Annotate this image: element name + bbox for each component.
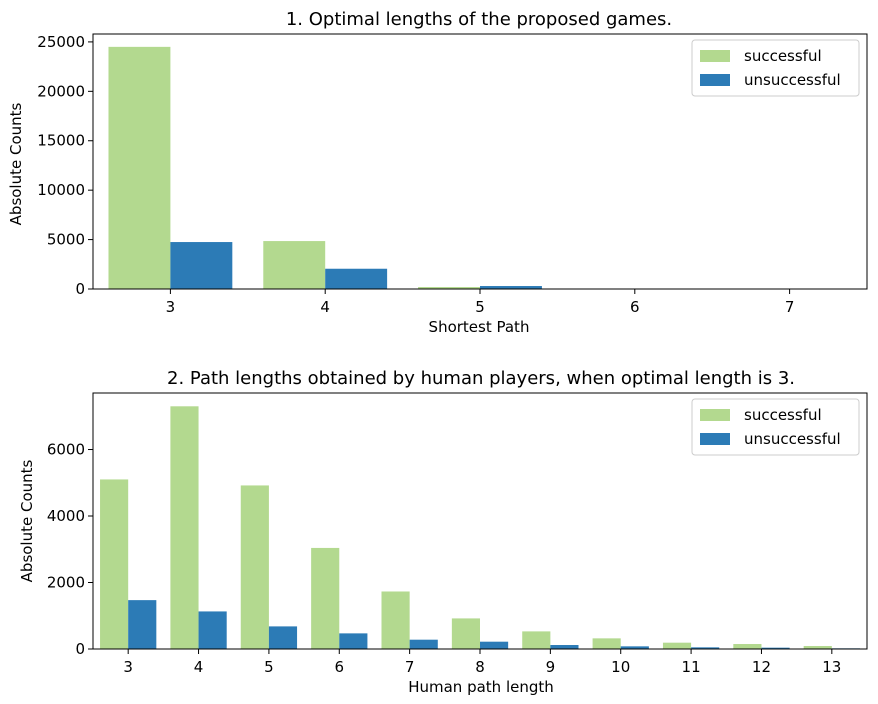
bar-unsuccessful-12 — [761, 647, 790, 649]
y-tick-label: 25000 — [37, 33, 85, 51]
y-ticks: 0 2000 4000 6000 — [47, 441, 93, 658]
bar-unsuccessful-8 — [480, 641, 509, 649]
legend-box — [691, 398, 860, 456]
plot-frame — [92, 33, 868, 290]
legend-swatch-successful — [700, 50, 730, 62]
y-axis-label: Absolute Counts — [18, 459, 36, 582]
bar-successful-5 — [240, 485, 269, 649]
y-tick-label: 0 — [75, 640, 85, 658]
x-tick-label: 10 — [611, 658, 630, 676]
bar-unsuccessful-5 — [480, 286, 542, 289]
bar-unsuccessful-11 — [691, 647, 720, 649]
y-tick-label: 5000 — [47, 231, 85, 249]
bar-successful-4 — [263, 241, 326, 289]
bar-successful-9 — [522, 631, 551, 649]
x-tick-label: 5 — [264, 658, 274, 676]
x-axis-label: Shortest Path — [429, 318, 530, 336]
legend-label-unsuccessful: unsuccessful — [744, 430, 841, 448]
y-tick-label: 4000 — [47, 507, 85, 525]
bar-unsuccessful-3 — [170, 242, 233, 289]
bar-unsuccessful-5 — [268, 626, 298, 649]
bar-successful-13 — [803, 646, 832, 649]
bar-unsuccessful-7 — [409, 639, 438, 649]
y-ticks: 0 5000 10000 15000 20000 25000 — [37, 33, 93, 298]
x-tick-label: 6 — [334, 658, 344, 676]
bar-successful-4 — [170, 406, 199, 649]
bar-successful-3 — [108, 46, 171, 289]
y-tick-label: 6000 — [47, 441, 85, 459]
x-tick-label: 7 — [405, 658, 415, 676]
x-tick-label: 11 — [682, 658, 701, 676]
bar-successful-10 — [592, 638, 621, 649]
y-tick-label: 0 — [75, 280, 85, 298]
y-tick-label: 20000 — [37, 82, 85, 100]
bar-unsuccessful-4 — [198, 611, 227, 649]
y-tick-label: 15000 — [37, 132, 85, 150]
y-axis-label: Absolute Counts — [7, 102, 25, 225]
x-tick-label: 9 — [546, 658, 556, 676]
bar-unsuccessful-9 — [550, 645, 579, 649]
x-axis-label: Human path length — [408, 678, 554, 696]
chart-optimal-lengths: 1. Optimal lengths of the proposed games… — [7, 9, 868, 336]
bar-successful-6 — [311, 547, 340, 649]
legend-label-unsuccessful: unsuccessful — [744, 71, 841, 89]
bar-unsuccessful-6 — [339, 633, 368, 649]
chart-title: 2. Path lengths obtained by human player… — [167, 368, 795, 389]
legend: successful unsuccessful — [691, 398, 860, 456]
bar-unsuccessful-3 — [128, 600, 157, 649]
y-tick-label: 10000 — [37, 181, 85, 199]
x-tick-label: 13 — [822, 658, 841, 676]
x-tick-label: 4 — [194, 658, 204, 676]
legend-label-successful: successful — [744, 406, 822, 424]
bars — [108, 46, 542, 289]
x-tick-label: 4 — [320, 298, 330, 316]
x-tick-label: 12 — [752, 658, 771, 676]
x-ticks: 3 4 5 6 7 8 9 10 11 12 13 — [123, 649, 841, 676]
y-tick-label: 2000 — [47, 574, 85, 592]
x-tick-label: 5 — [475, 298, 485, 316]
bar-successful-5 — [418, 287, 480, 289]
chart-human-path-lengths: 2. Path lengths obtained by human player… — [18, 368, 868, 696]
bar-unsuccessful-4 — [325, 268, 388, 289]
x-tick-label: 7 — [785, 298, 795, 316]
legend-label-successful: successful — [744, 47, 822, 65]
bar-unsuccessful-10 — [620, 646, 649, 649]
bar-successful-3 — [100, 479, 129, 649]
legend: successful unsuccessful — [691, 39, 860, 97]
legend-swatch-unsuccessful — [700, 433, 730, 445]
bar-successful-11 — [662, 642, 692, 649]
plot-frame — [92, 392, 868, 650]
x-tick-label: 3 — [123, 658, 133, 676]
x-tick-label: 8 — [475, 658, 485, 676]
legend-box — [691, 39, 860, 97]
chart-title: 1. Optimal lengths of the proposed games… — [286, 9, 672, 30]
x-tick-label: 6 — [630, 298, 640, 316]
legend-swatch-successful — [700, 409, 730, 421]
x-ticks: 3 4 5 6 7 — [166, 289, 795, 316]
bar-successful-8 — [451, 618, 480, 649]
bars — [100, 406, 860, 649]
bar-successful-7 — [381, 591, 410, 649]
bar-successful-12 — [733, 644, 762, 649]
x-tick-label: 3 — [166, 298, 176, 316]
legend-swatch-unsuccessful — [700, 74, 730, 86]
